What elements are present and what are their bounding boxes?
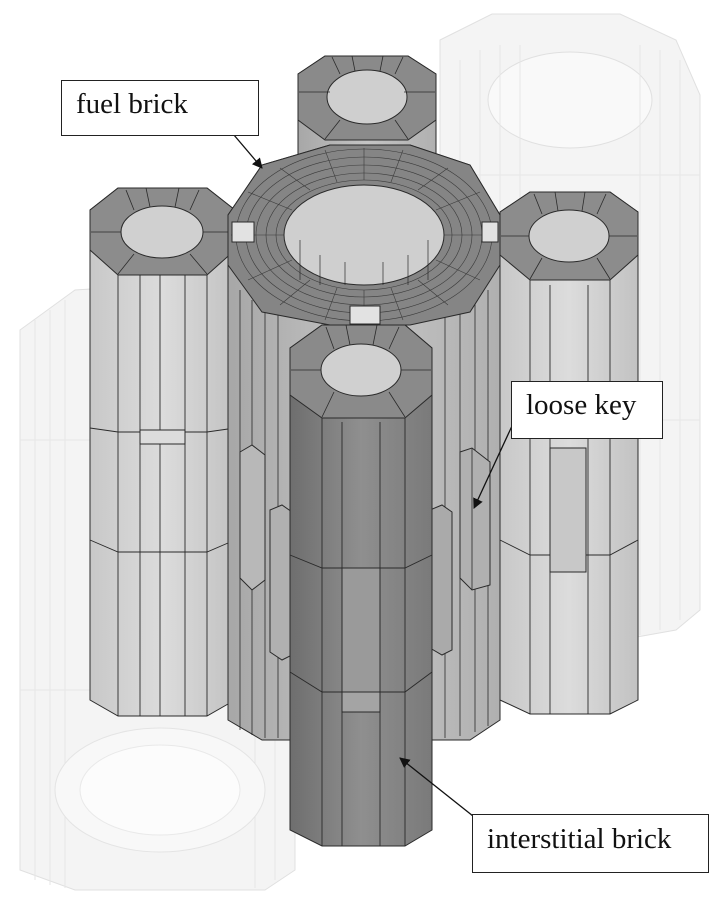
interstitial-brick-front [289, 324, 433, 847]
interstitial-brick-label: interstitial brick [472, 814, 709, 873]
loose-key-label: loose key [511, 381, 663, 439]
loose-key-right [459, 447, 491, 591]
loose-key-arrow [473, 425, 513, 509]
interstitial-brick-arrow [399, 757, 479, 821]
fuel-brick-label: fuel brick [61, 80, 259, 136]
loose-key-left [239, 444, 453, 661]
interstitial-brick-left [89, 187, 236, 717]
interstitial-brick-right [499, 191, 639, 715]
